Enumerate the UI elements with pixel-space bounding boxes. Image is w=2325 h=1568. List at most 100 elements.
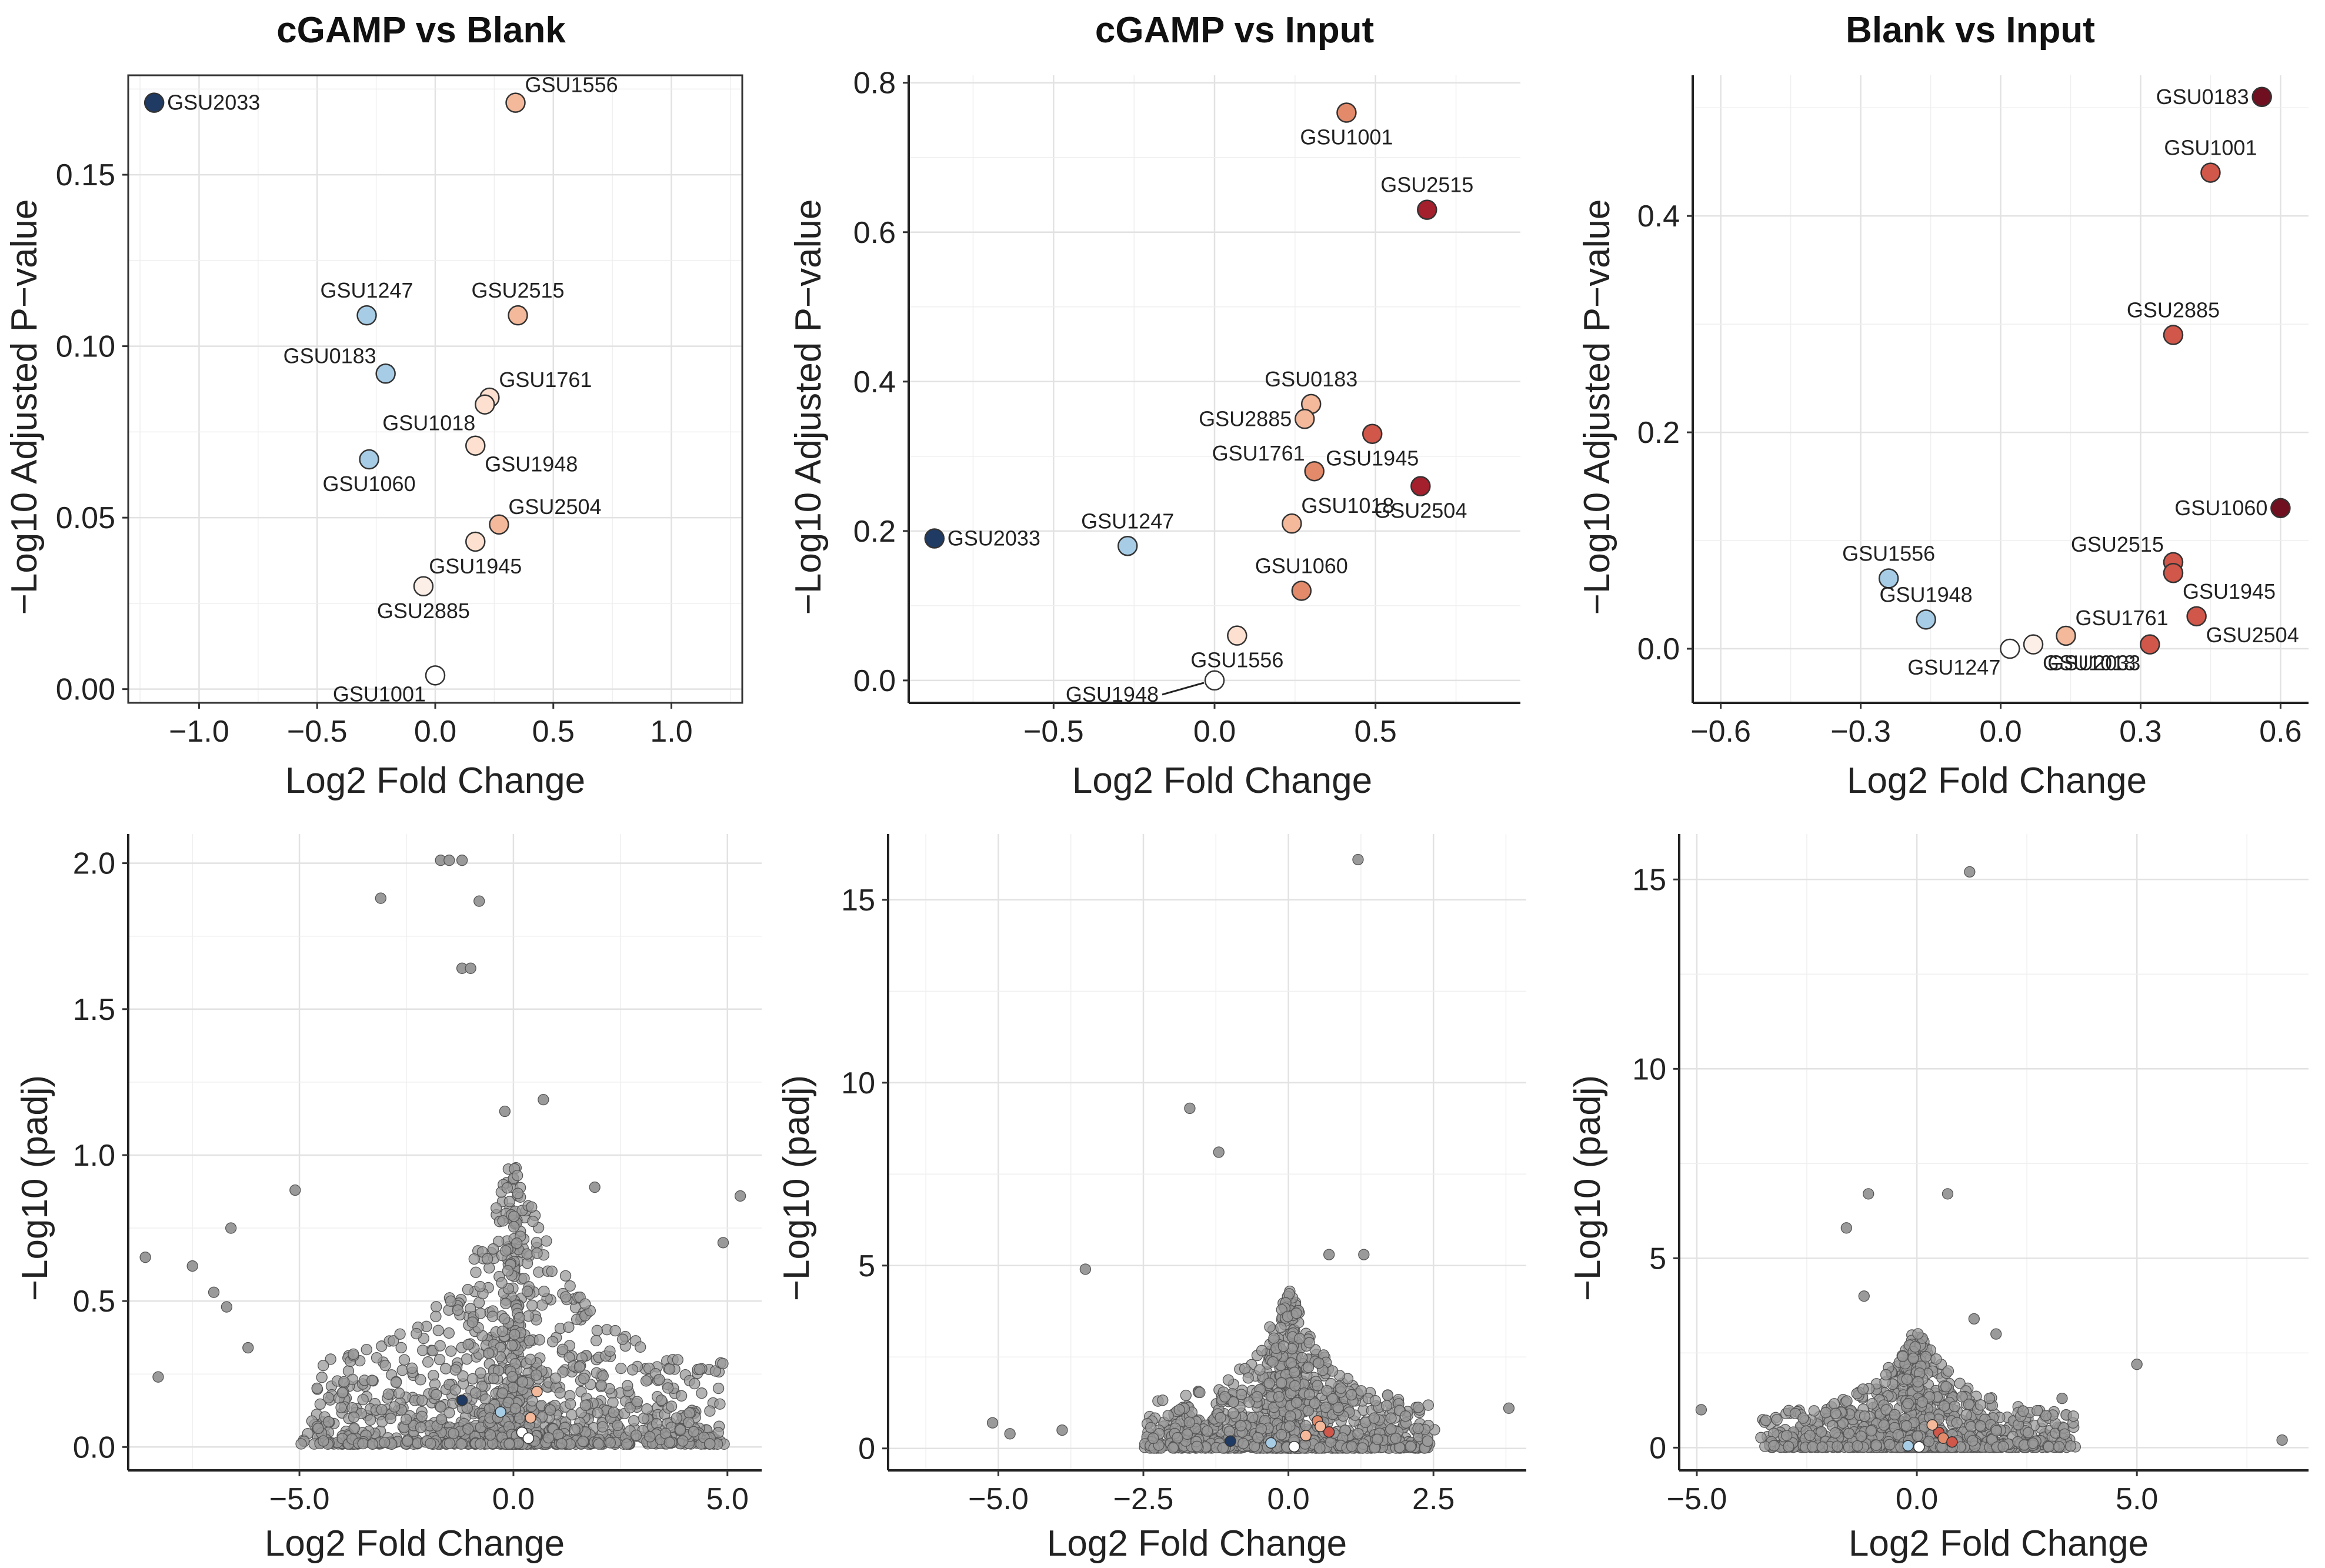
outlier-point: [465, 962, 476, 974]
data-point: [683, 1407, 695, 1419]
plot-area: −1.0 −0.5 0.0 0.5 1.0 0.00 0.05 0.10 0.15 GSU2033…: [56, 73, 743, 749]
data-point: [612, 1419, 623, 1432]
outlier-point: [1422, 1435, 1433, 1447]
x-tick-label: 0.5: [1355, 715, 1397, 749]
data-point: [694, 1363, 706, 1375]
data-point: [462, 1284, 474, 1296]
data-point: [663, 1436, 675, 1449]
data-point: [431, 1301, 442, 1313]
data-point: [436, 1413, 448, 1425]
x-tick-label: 5.0: [2116, 1482, 2158, 1516]
data-point: [2027, 1437, 2039, 1449]
highlighted-point: [1315, 1420, 1326, 1433]
data-point: [1314, 1442, 1326, 1454]
data-point: [1335, 1382, 1347, 1394]
y-tick-label: 15: [841, 883, 875, 918]
data-point: [564, 1280, 576, 1292]
y-tick-label: 0.6: [853, 216, 896, 250]
x-tick-label: 0.3: [2119, 715, 2161, 749]
highlighted-point: [1225, 1435, 1236, 1447]
gene-label: GSU1948: [1880, 582, 1973, 606]
plot-area: −5.0 −2.5 0.0 2.5 0 5 10 15: [841, 834, 1526, 1516]
x-tick-label: 0.0: [1979, 715, 2022, 749]
data-point: [314, 1398, 326, 1410]
gene-label: GSU2885: [2127, 298, 2220, 322]
data-point: [1897, 1350, 1909, 1362]
data-point: [593, 1438, 605, 1450]
data-point: [604, 1345, 616, 1357]
data-point: [1222, 1374, 1235, 1386]
data-point: [513, 1312, 526, 1324]
data-point: [608, 1406, 620, 1418]
highlighted-point: [522, 1432, 535, 1444]
data-point: [468, 1253, 480, 1265]
data-point: [443, 1437, 456, 1449]
highlighted-point: [525, 1412, 536, 1424]
data-point: [579, 1298, 591, 1310]
data-point: [443, 1327, 455, 1339]
gene-label: GSU1247: [320, 278, 413, 302]
gene-point: [2251, 86, 2272, 108]
data-point: [500, 1245, 512, 1257]
data-point: [432, 1325, 444, 1336]
gene-point: [1295, 409, 1315, 429]
data-point: [1804, 1429, 1816, 1442]
outlier-point: [1079, 1263, 1092, 1275]
data-point: [591, 1325, 603, 1336]
data-point: [1289, 1380, 1301, 1392]
data-point: [316, 1372, 328, 1383]
data-point: [1369, 1394, 1381, 1407]
data-point: [485, 1429, 496, 1441]
data-point: [1167, 1442, 1179, 1454]
data-point: [357, 1394, 369, 1406]
data-point: [1907, 1352, 1919, 1365]
y-axis-label: −Log10 (padj): [776, 1075, 817, 1301]
data-point: [496, 1325, 508, 1337]
outlier-point: [1056, 1424, 1068, 1436]
data-point: [1356, 1442, 1368, 1454]
plot-area: −5.0 0.0 5.0 0.0 0.5 1.0 1.5 2.0: [73, 834, 762, 1516]
data-point: [402, 1435, 413, 1447]
data-point: [1816, 1441, 1828, 1453]
data-point: [527, 1216, 539, 1227]
data-point: [1820, 1407, 1832, 1419]
data-point: [455, 1438, 467, 1450]
gene-point: [465, 435, 486, 456]
data-point: [475, 1367, 486, 1379]
data-point: [525, 1353, 536, 1365]
y-tick-label: 0.05: [56, 501, 115, 535]
data-point: [366, 1374, 378, 1386]
data-point: [401, 1413, 412, 1425]
outlier-point: [456, 855, 468, 866]
gene-point: [505, 92, 526, 113]
data-point: [318, 1435, 329, 1447]
x-tick-label: 0.0: [492, 1482, 535, 1516]
gene-label: GSU1761: [2076, 606, 2169, 630]
gene-point: [2270, 498, 2291, 519]
data-point: [565, 1398, 576, 1410]
outlier-point: [1213, 1146, 1225, 1158]
data-point: [1237, 1437, 1249, 1449]
data-point: [1902, 1397, 1914, 1410]
data-point: [1346, 1440, 1358, 1452]
data-point: [433, 1353, 446, 1366]
x-tick-label: 0.0: [1193, 715, 1236, 749]
gene-label: GSU1060: [323, 472, 416, 496]
data-point: [443, 1407, 455, 1419]
outlier-point: [2131, 1359, 2143, 1370]
data-point: [507, 1382, 519, 1393]
data-point: [1920, 1351, 1932, 1363]
panel-title: cGAMP vs Input: [1095, 10, 1374, 51]
gene-label: GSU1247: [1907, 655, 2000, 679]
data-point: [502, 1265, 514, 1277]
highlighted-point: [1913, 1441, 1925, 1453]
panel-volcano-cgamp-vs-input: Log2 Fold Change −Log10 (padj) −5.0 −2.5 0…: [776, 834, 1526, 1564]
data-point: [416, 1410, 428, 1422]
outlier-point: [186, 1260, 198, 1272]
highlighted-point: [1300, 1430, 1312, 1442]
gene-label: GSU0183: [283, 343, 376, 368]
data-point: [626, 1364, 639, 1376]
gene-point: [1410, 476, 1431, 496]
data-point: [509, 1329, 521, 1340]
